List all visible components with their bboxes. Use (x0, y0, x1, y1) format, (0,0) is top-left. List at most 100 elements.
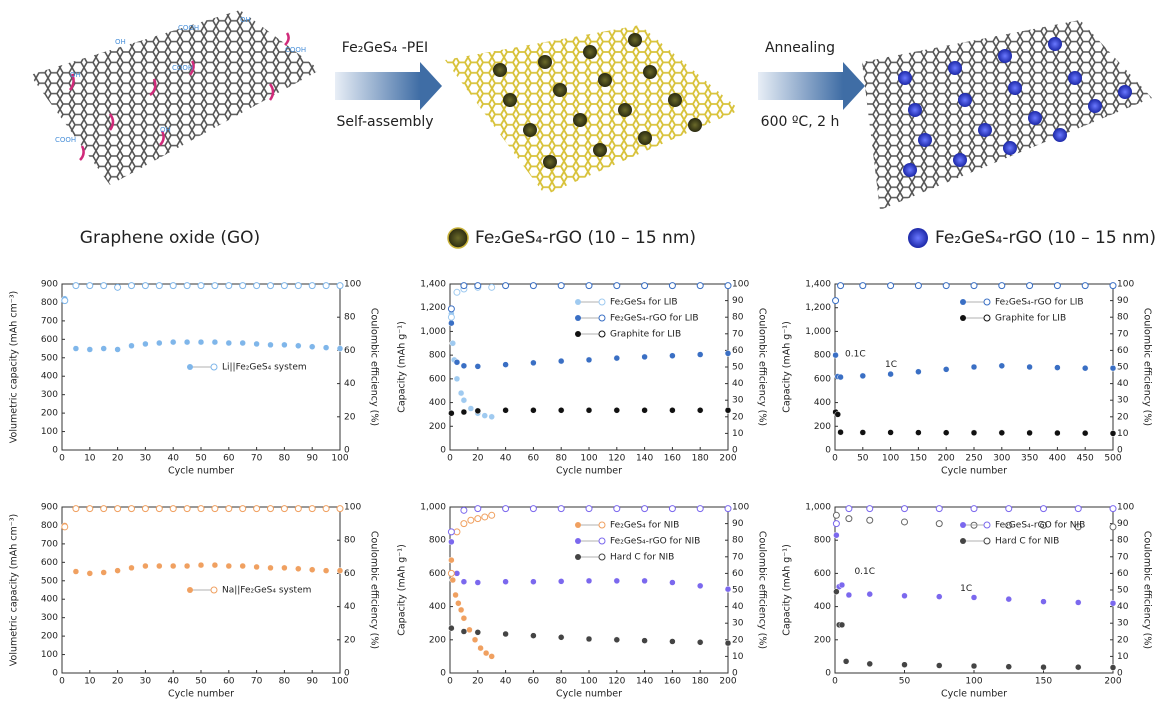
y2-tick-label: 0 (732, 446, 738, 456)
y2-tick-label: 20 (732, 635, 744, 645)
legend-marker (960, 522, 966, 528)
annotation: 1C (885, 360, 897, 370)
y2-tick-label: 90 (1117, 296, 1129, 306)
capacity-point (530, 579, 536, 585)
efficiency-point (226, 506, 232, 512)
x-tick-label: 100 (580, 677, 597, 687)
y-tick-label: 700 (41, 539, 58, 549)
efficiency-point (448, 570, 454, 576)
capacity-point (337, 568, 343, 574)
y2-tick-label: 20 (1117, 635, 1129, 645)
efficiency-point (73, 283, 79, 289)
y-tick-label: 800 (429, 351, 446, 361)
x-tick-label: 0 (447, 677, 453, 687)
legend-marker (575, 299, 581, 305)
legend-marker (599, 331, 605, 337)
efficiency-point (281, 283, 287, 289)
capacity-point (198, 562, 204, 568)
y-tick-label: 1,000 (805, 327, 831, 337)
y-tick-label: 200 (814, 635, 831, 645)
arrow (758, 72, 843, 100)
y-tick-label: 0 (440, 669, 446, 679)
caption: Fe₂GeS₄-rGO (10 – 15 nm) (475, 228, 696, 248)
capacity-point (184, 563, 190, 569)
capacity-point (833, 532, 839, 538)
capacity-point (888, 429, 894, 435)
y2-tick-label: 50 (732, 586, 744, 596)
y2-tick-label: 20 (732, 412, 744, 422)
capacity-point (867, 591, 873, 597)
efficiency-point (115, 284, 121, 290)
x-axis-label: Cycle number (168, 689, 234, 700)
capacity-point (888, 371, 894, 377)
capacity-point (697, 583, 703, 589)
capacity-point (999, 363, 1005, 369)
y2-tick-label: 0 (344, 669, 350, 679)
efficiency-point (936, 506, 942, 512)
capacity-point (482, 413, 488, 419)
x-tick-label: 200 (938, 454, 955, 464)
capacity-point (725, 407, 731, 413)
x-tick-label: 40 (500, 454, 512, 464)
legend-label: Graphite for LIB (995, 314, 1066, 324)
capacity-point (226, 340, 232, 346)
x-axis-label: Cycle number (556, 466, 622, 477)
arrow-head (843, 62, 865, 110)
efficiency-point (936, 521, 942, 527)
legend-label: Fe₂GeS₄ for LIB (610, 298, 678, 308)
efficiency-point (323, 506, 329, 512)
x-tick-label: 0 (447, 454, 453, 464)
efficiency-point (1006, 506, 1012, 512)
x-tick-label: 0 (832, 677, 838, 687)
capacity-point (669, 638, 675, 644)
x-tick-label: 70 (251, 677, 263, 687)
efficiency-point (295, 283, 301, 289)
y2-axis-label: Coulombic efficiency (%) (757, 308, 768, 426)
series (448, 506, 731, 535)
capacity-point (468, 406, 474, 412)
x-tick-label: 40 (167, 454, 179, 464)
group-label: COOH (172, 64, 193, 72)
x-tick-label: 100 (580, 454, 597, 464)
y2-tick-label: 0 (344, 446, 350, 456)
x-tick-label: 60 (223, 677, 235, 687)
capacity-point (558, 407, 564, 413)
y-tick-label: 800 (429, 536, 446, 546)
capacity-point (198, 339, 204, 345)
y-tick-label: 200 (814, 422, 831, 432)
x-tick-label: 30 (140, 454, 152, 464)
x-tick-label: 50 (195, 677, 207, 687)
y-tick-label: 0 (825, 669, 831, 679)
efficiency-point (87, 283, 93, 289)
capacity-point (725, 350, 731, 356)
efficiency-point (1054, 283, 1060, 289)
y-tick-label: 300 (41, 390, 58, 400)
efficiency-point (642, 283, 648, 289)
capacity-point (458, 390, 464, 396)
y-tick-label: 200 (41, 632, 58, 642)
x-tick-label: 90 (306, 454, 318, 464)
y2-tick-label: 90 (1117, 519, 1129, 529)
capacity-point (483, 650, 489, 656)
y-tick-label: 500 (41, 576, 58, 586)
capacity-point (1110, 365, 1116, 371)
efficiency-point (448, 314, 454, 320)
y-tick-label: 600 (814, 569, 831, 579)
arrow (335, 72, 420, 100)
x-tick-label: 60 (528, 677, 540, 687)
legend-label: Li||Fe₂GeS₄ system (222, 363, 307, 373)
capacity-point (1006, 596, 1012, 602)
capacity-point (170, 563, 176, 569)
capacity-point (461, 579, 467, 585)
y2-tick-label: 20 (1117, 412, 1129, 422)
y2-tick-label: 40 (732, 602, 744, 612)
x-tick-label: 80 (555, 454, 567, 464)
capacity-point (943, 366, 949, 372)
capacity-point (309, 567, 315, 573)
series (833, 532, 1116, 606)
capacity-point (697, 407, 703, 413)
y-tick-label: 600 (814, 374, 831, 384)
capacity-point (669, 353, 675, 359)
y2-tick-label: 50 (1117, 586, 1129, 596)
capacity-point (281, 565, 287, 571)
